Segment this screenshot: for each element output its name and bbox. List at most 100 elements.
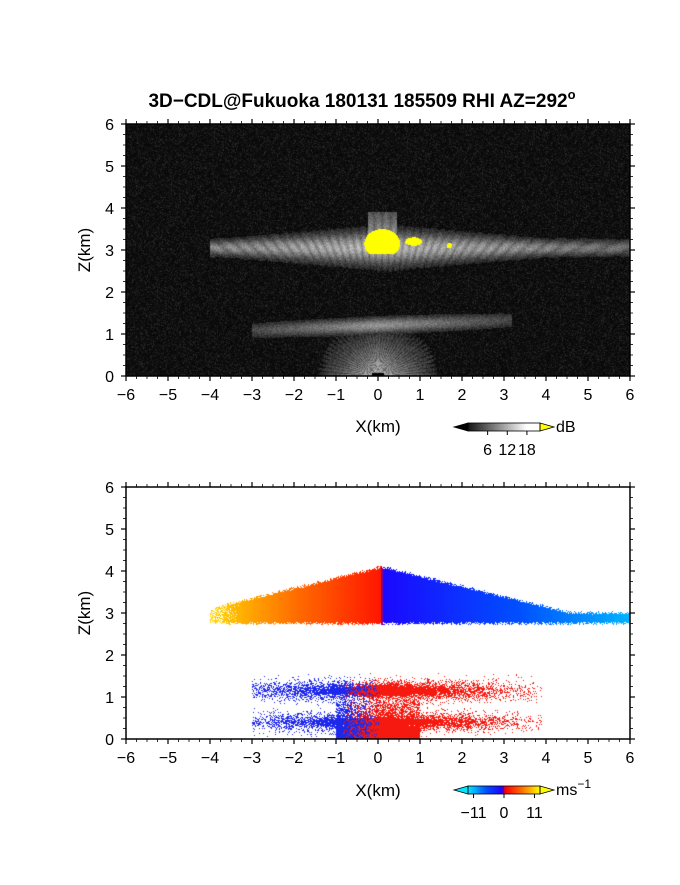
- colorbar-swatch: [531, 423, 534, 431]
- colorbar-swatch: [495, 786, 498, 794]
- colorbar-swatch: [534, 423, 537, 431]
- colorbar-swatch: [498, 423, 501, 431]
- colorbar-swatch: [473, 786, 476, 794]
- intensity-ylabel: Z(km): [75, 228, 94, 272]
- x-tick-label: −3: [243, 387, 261, 404]
- intensity-colorbar: dB 6 12 18: [452, 419, 576, 459]
- colorbar-swatch: [518, 423, 521, 431]
- colorbar-swatch: [509, 786, 512, 794]
- colorbar-swatch: [477, 786, 480, 794]
- x-tick-label: 1: [416, 750, 425, 767]
- colorbar-low-arrow: [452, 785, 469, 795]
- colorbar-swatch: [516, 423, 519, 431]
- y-tick-label: 5: [105, 159, 114, 176]
- velocity-colorbar-unit: ms−1: [556, 777, 591, 799]
- colorbar-swatch: [486, 423, 489, 431]
- y-tick-label: 1: [105, 690, 114, 707]
- x-tick-label: 0: [374, 387, 383, 404]
- colorbar-tick-label: −11: [461, 805, 487, 822]
- x-tick-label: −3: [243, 750, 261, 767]
- colorbar-swatch: [498, 786, 501, 794]
- x-tick-label: −5: [159, 387, 177, 404]
- colorbar-swatch: [500, 786, 503, 794]
- y-tick-label: 4: [105, 201, 114, 218]
- colorbar-swatch: [500, 423, 503, 431]
- colorbar-swatch: [468, 786, 471, 794]
- colorbar-swatch: [532, 423, 536, 431]
- intensity-colorbar-ticks: 6 12 18: [483, 431, 536, 459]
- colorbar-swatch: [493, 423, 496, 431]
- colorbar-swatch: [514, 423, 518, 431]
- velocity-colorbar-swatches: [452, 785, 556, 795]
- colorbar-tick-label: 18: [518, 442, 536, 459]
- colorbar-swatch: [489, 423, 492, 431]
- x-tick-label: −5: [159, 750, 177, 767]
- colorbar-swatch: [527, 423, 530, 431]
- colorbar-tick-label: 12: [498, 442, 516, 459]
- colorbar-swatch: [484, 786, 487, 794]
- x-tick-label: 4: [542, 387, 551, 404]
- colorbar-swatch: [504, 786, 507, 794]
- x-tick-label: −4: [201, 387, 219, 404]
- velocity-ticks: −6 −5 −4 −3 −2 −1 0 1 2 3 4 5 6 0 1 2 3 4 5 6: [105, 480, 635, 767]
- intensity-xlabel: X(km): [355, 417, 400, 436]
- x-tick-label: 0: [374, 750, 383, 767]
- x-tick-label: 4: [542, 750, 551, 767]
- velocity-colorbar-ticks: −11 0 11: [461, 794, 543, 822]
- intensity-heatmap: [126, 124, 630, 376]
- colorbar-swatch: [527, 786, 530, 794]
- colorbar-swatch: [478, 423, 482, 431]
- intensity-ticks: −6 −5 −4 −3 −2 −1 0 1 2 3 4 5 6 0 1 2 3 4 5 6: [105, 117, 635, 404]
- colorbar-swatch: [489, 786, 492, 794]
- velocity-panel: −6 −5 −4 −3 −2 −1 0 1 2 3 4 5 6 0 1 2 3 4 5 6 X(km) Z(km) m…: [75, 480, 635, 822]
- colorbar-swatch: [531, 786, 534, 794]
- colorbar-swatch: [523, 786, 527, 794]
- x-tick-label: 5: [584, 387, 593, 404]
- colorbar-swatch: [471, 423, 474, 431]
- colorbar-swatch: [529, 786, 532, 794]
- colorbar-tick-label: 11: [526, 805, 543, 822]
- colorbar-frame: [467, 422, 541, 432]
- colorbar-swatch: [471, 786, 474, 794]
- colorbar-swatch: [520, 423, 523, 431]
- y-tick-label: 2: [105, 285, 114, 302]
- colorbar-swatch: [482, 423, 485, 431]
- x-tick-label: 6: [626, 387, 635, 404]
- y-tick-label: 5: [105, 522, 114, 539]
- colorbar-swatch: [487, 423, 491, 431]
- colorbar-swatch: [468, 423, 471, 431]
- y-tick-label: 0: [105, 732, 114, 749]
- colorbar-swatch: [491, 423, 494, 431]
- colorbar-high-arrow: [539, 785, 556, 795]
- colorbar-swatch: [477, 423, 480, 431]
- y-tick-label: 3: [105, 243, 114, 260]
- colorbar-swatch: [505, 423, 509, 431]
- colorbar-swatch: [518, 786, 521, 794]
- colorbar-swatch: [486, 786, 489, 794]
- colorbar-swatch: [505, 786, 509, 794]
- colorbar-swatch: [536, 786, 539, 794]
- x-tick-label: −1: [327, 750, 345, 767]
- colorbar-swatch: [514, 786, 518, 794]
- colorbar-swatch: [511, 786, 514, 794]
- colorbar-swatch: [507, 423, 510, 431]
- colorbar-swatch: [522, 786, 525, 794]
- colorbar-swatch: [522, 423, 525, 431]
- intensity-heatmap-image: [126, 124, 630, 376]
- y-tick-label: 6: [105, 480, 114, 497]
- colorbar-swatch: [536, 423, 539, 431]
- colorbar-swatch: [525, 786, 528, 794]
- colorbar-swatch: [525, 423, 528, 431]
- y-tick-label: 3: [105, 606, 114, 623]
- colorbar-swatch: [495, 423, 498, 431]
- velocity-heatmap: [126, 487, 630, 739]
- colorbar-swatch: [529, 423, 532, 431]
- velocity-ylabel: Z(km): [75, 591, 94, 635]
- y-tick-label: 1: [105, 327, 114, 344]
- x-tick-label: −2: [285, 750, 303, 767]
- colorbar-swatch: [502, 786, 505, 794]
- colorbar-swatch: [480, 786, 483, 794]
- colorbar-swatch: [513, 423, 516, 431]
